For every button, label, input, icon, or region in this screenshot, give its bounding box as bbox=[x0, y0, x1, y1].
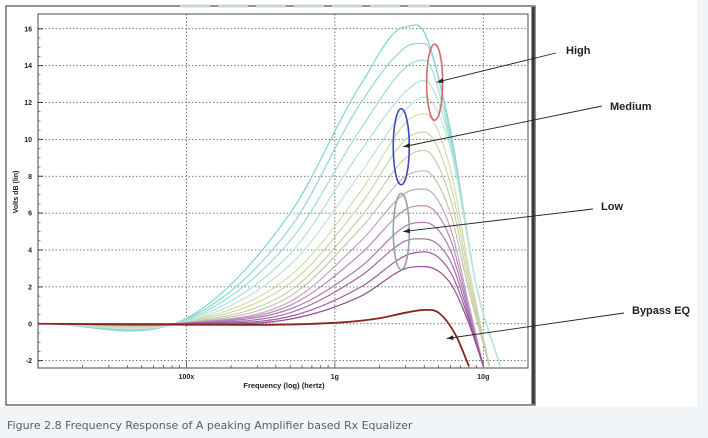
y-tick-label: 0 bbox=[28, 321, 32, 328]
x-tick-label: 10g bbox=[477, 374, 489, 381]
y-tick-label: -2 bbox=[26, 358, 32, 365]
y-tick-label: 14 bbox=[24, 63, 32, 70]
annotation-label: Low bbox=[601, 201, 623, 213]
y-tick-label: 10 bbox=[24, 137, 32, 144]
annotation-arrow-line bbox=[403, 208, 594, 233]
annotation-arrowhead bbox=[446, 335, 454, 340]
annotation-arrowhead bbox=[403, 228, 411, 234]
plot-area-frame bbox=[37, 13, 529, 369]
annotation-label: High bbox=[566, 45, 591, 57]
figure: 16 14 12 10 8 6 4 2 0 -2 100x 1g 10g High Medium Low By… bbox=[0, 0, 697, 407]
annotation-arrow-line bbox=[403, 105, 603, 148]
annotation-arrowhead bbox=[403, 143, 411, 148]
frequency-response-chart: 16 14 12 10 8 6 4 2 0 -2 100x 1g 10g High Medium Low By… bbox=[5, 4, 691, 406]
figure-caption: Figure 2.8 Frequency Response of A peaki… bbox=[7, 419, 413, 432]
annotation-label: Medium bbox=[610, 101, 652, 113]
annotation-label: Bypass EQ bbox=[632, 305, 691, 317]
annotation-arrow-line bbox=[446, 312, 625, 339]
y-tick-label: 16 bbox=[24, 26, 32, 33]
annotations: High Medium Low Bypass EQ bbox=[392, 43, 691, 340]
y-tick-label: 6 bbox=[28, 211, 32, 218]
annotation-arrowhead bbox=[436, 78, 444, 83]
axis-ticks: 16 14 12 10 8 6 4 2 0 -2 100x 1g 10g bbox=[24, 26, 529, 381]
y-axis-label: Volts dB (lin) bbox=[13, 171, 20, 214]
series-bypass bbox=[37, 308, 470, 367]
y-tick-label: 12 bbox=[24, 100, 32, 107]
y-tick-label: 2 bbox=[28, 284, 32, 291]
annotation-arrow-line bbox=[436, 52, 557, 83]
y-tick-label: 8 bbox=[28, 174, 32, 181]
x-tick-label: 100x bbox=[179, 374, 195, 381]
y-tick-label: 4 bbox=[28, 248, 32, 255]
series-low-6 bbox=[37, 265, 484, 367]
x-tick-label: 1g bbox=[331, 374, 339, 381]
x-axis-label: Frequency (log) (hertz) bbox=[243, 381, 325, 390]
